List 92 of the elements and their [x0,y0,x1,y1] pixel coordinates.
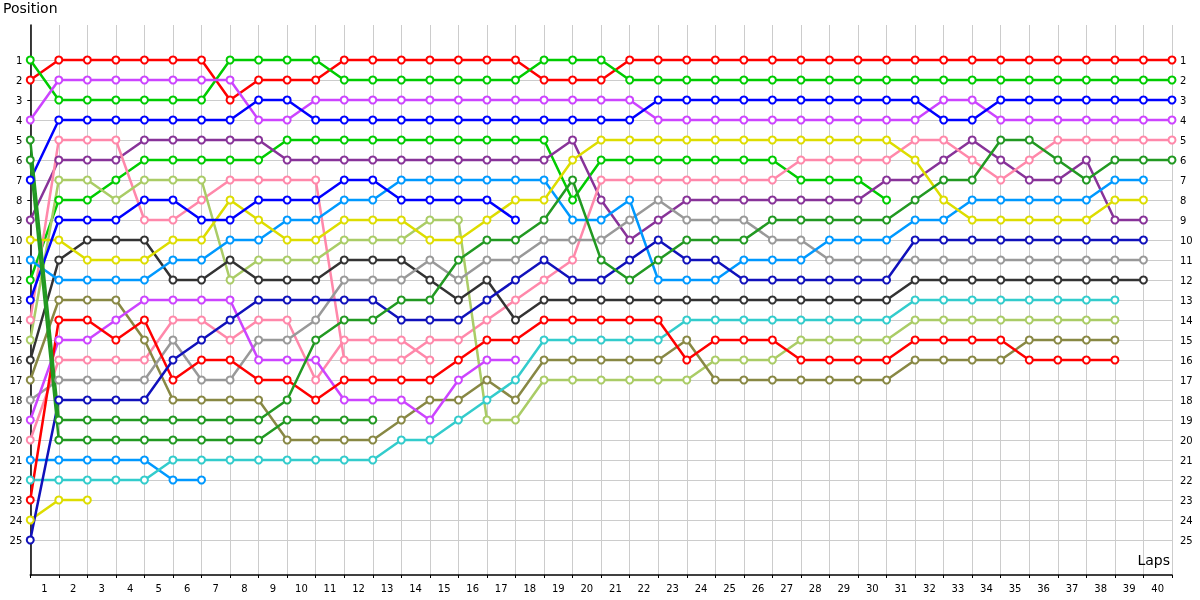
y2-tick-label: 19 [1180,414,1193,426]
y2-tick-label: 17 [1180,374,1193,386]
x-tick-label: 19 [551,582,565,594]
x-tick-label: 2 [69,582,77,594]
y2-tick-label: 12 [1180,274,1193,286]
y-tick-label: 25 [9,534,23,546]
y-tick-label: 22 [9,474,23,486]
y-tick-label: 12 [9,274,23,286]
y2-tick-label: 2 [1180,74,1187,86]
y-tick-label: 24 [9,514,23,526]
y-tick-label: 13 [9,294,23,306]
y2-tick-label: 4 [1180,114,1187,126]
x-tick-label: 18 [523,582,537,594]
y-tick-label: 4 [15,114,23,126]
y-tick-label: 16 [9,354,23,366]
y-tick-label: 18 [9,394,23,406]
y-tick-label: 5 [15,134,23,146]
y-tick-label: 1 [15,54,23,66]
y-tick-label: 21 [9,454,23,466]
y-tick-label: 2 [15,74,23,86]
y-tick-label: 17 [9,374,23,386]
y2-tick-label: 7 [1180,174,1187,186]
x-tick-label: 23 [666,582,679,594]
x-tick-label: 34 [980,582,993,594]
x-tick-label: 17 [494,582,508,594]
x-tick-label: 37 [1065,582,1079,594]
x-tick-label: 25 [723,582,736,594]
y2-tick-label: 21 [1180,454,1193,466]
y-tick-label: 10 [9,234,23,246]
x-tick-label: 6 [184,582,191,594]
y2-tick-label: 10 [1180,234,1193,246]
x-tick-label: 20 [580,582,594,594]
y-tick-label: 8 [15,194,23,206]
y-tick-label: 7 [15,174,23,186]
y2-tick-label: 3 [1180,94,1187,106]
x-tick-label: 35 [1008,582,1022,594]
y2-tick-label: 9 [1180,214,1187,226]
y-axis-title: Position [3,0,58,16]
y2-tick-label: 22 [1180,474,1193,486]
x-tick-label: 24 [694,582,708,594]
y2-tick-label: 11 [1180,254,1193,266]
x-tick-label: 32 [923,582,936,594]
x-axis-title: Laps [1137,552,1170,568]
x-tick-label: 15 [437,582,451,594]
y2-tick-label: 24 [1180,514,1193,526]
x-tick-label: 7 [212,582,219,594]
y2-tick-label: 14 [1180,314,1193,326]
x-tick-label: 16 [466,582,480,594]
x-tick-label: 22 [637,582,651,594]
x-tick-label: 36 [1037,582,1050,594]
y-tick-label: 23 [9,494,23,506]
x-tick-label: 13 [380,582,394,594]
y-tick-label: 9 [15,214,23,226]
y2-tick-label: 23 [1180,494,1193,506]
x-tick-label: 14 [409,582,422,594]
y-tick-label: 19 [9,414,23,426]
y-tick-label: 3 [15,94,23,106]
x-tick-label: 9 [269,582,277,594]
y2-tick-label: 16 [1180,354,1193,366]
x-tick-label: 29 [837,582,851,594]
y2-tick-label: 5 [1180,134,1187,146]
y2-tick-label: 25 [1180,534,1193,546]
x-tick-label: 21 [609,582,622,594]
x-tick-label: 12 [352,582,365,594]
x-tick-label: 40 [1151,582,1165,594]
x-tick-label: 11 [323,582,337,594]
y2-tick-label: 6 [1180,154,1187,166]
x-tick-label: 28 [808,582,822,594]
y-tick-label: 11 [9,254,23,266]
y2-tick-label: 18 [1180,394,1193,406]
x-tick-label: 5 [155,582,162,594]
y2-tick-label: 15 [1180,334,1193,346]
x-tick-label: 26 [751,582,765,594]
x-tick-label: 30 [865,582,879,594]
x-tick-label: 10 [295,582,308,594]
y2-tick-label: 20 [1180,434,1193,446]
x-tick-label: 4 [126,582,134,594]
x-tick-label: 38 [1094,582,1108,594]
x-tick-label: 3 [98,582,105,594]
y-tick-label: 15 [9,334,23,346]
y-tick-label: 14 [9,314,23,326]
x-tick-label: 27 [780,582,794,594]
y-tick-label: 20 [9,434,23,446]
y-tick-label: 6 [15,154,23,166]
y2-tick-label: 8 [1180,194,1187,206]
y2-tick-label: 1 [1180,54,1187,66]
x-tick-label: 1 [41,582,48,594]
x-tick-label: 31 [894,582,908,594]
y2-tick-label: 13 [1180,294,1193,306]
x-tick-label: 8 [241,582,248,594]
x-tick-label: 39 [1122,582,1136,594]
x-tick-label: 33 [951,582,965,594]
